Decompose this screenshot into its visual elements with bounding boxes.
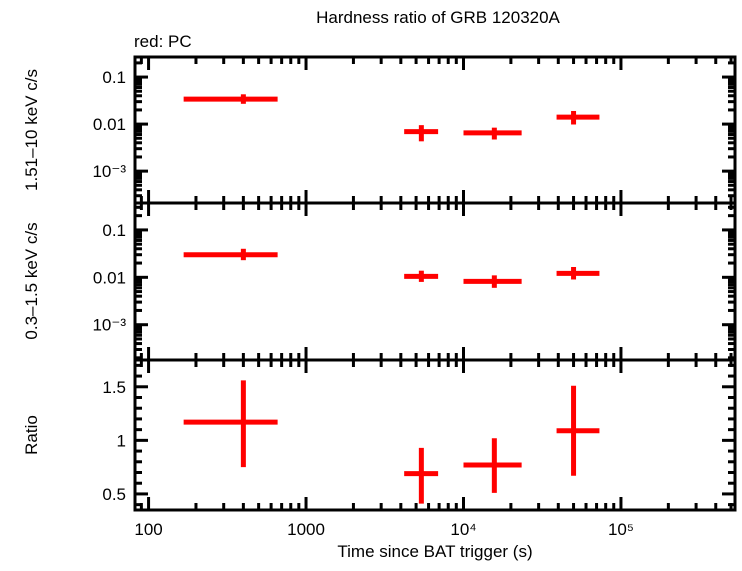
tick-labels: 0.1 0.01 10⁻³ 0.1 0.01 10⁻³ 0.5 1 1.5 100 1000 10⁴ 1…	[92, 68, 633, 539]
chart-title: Hardness ratio of GRB 120320A	[316, 8, 560, 27]
x-tick-label: 10⁴	[450, 520, 476, 539]
x-axis-label: Time since BAT trigger (s)	[337, 542, 532, 561]
y-tick-label: 0.5	[102, 485, 126, 504]
y-tick-label: 1	[117, 431, 126, 450]
y-tick-label: 1.5	[102, 378, 126, 397]
x-tick-label: 100	[134, 520, 162, 539]
y-tick-label: 10⁻³	[92, 162, 126, 181]
y-tick-label: 0.01	[93, 115, 126, 134]
panel-frames	[133, 55, 737, 512]
y-tick-label: 10⁻³	[92, 316, 126, 335]
x-tick-label: 10⁵	[608, 520, 634, 539]
y-tick-label: 0.1	[102, 221, 126, 240]
legend-pc-label: red: PC	[134, 32, 192, 51]
axis-ticks	[135, 57, 735, 510]
y-axis-label-soft-band: 0.3–1.5 keV c/s	[22, 222, 41, 339]
y-tick-label: 0.1	[102, 68, 126, 87]
y-tick-label: 0.01	[93, 268, 126, 287]
data-series	[183, 94, 600, 504]
panel-frame	[133, 358, 737, 512]
y-axis-label-ratio: Ratio	[22, 415, 41, 455]
panel-frame	[133, 201, 737, 362]
y-axis-label-hard-band: 1.51–10 keV c/s	[22, 69, 41, 191]
x-tick-label: 1000	[287, 520, 325, 539]
